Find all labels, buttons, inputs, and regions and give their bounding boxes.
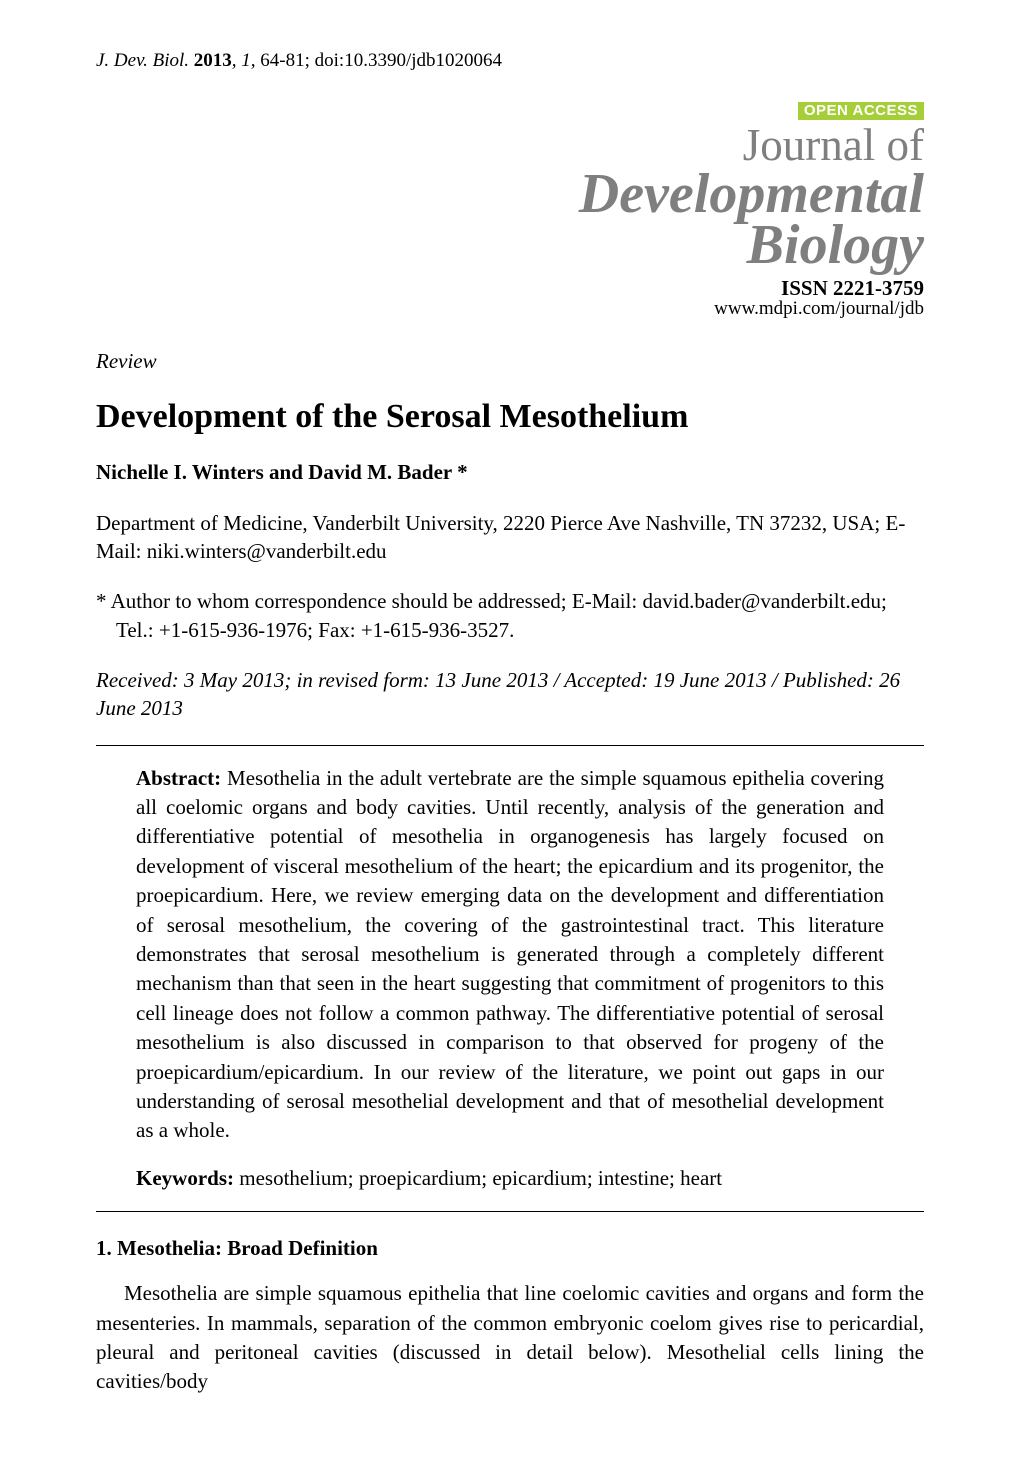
journal-abbrev: J. Dev. Biol. bbox=[96, 50, 189, 71]
pub-year: 2013 bbox=[194, 50, 232, 71]
semicolon: ; bbox=[305, 50, 315, 71]
doi: 10.3390/jdb1020064 bbox=[344, 50, 502, 71]
keywords-head: Keywords: bbox=[136, 1166, 234, 1190]
masthead-issn: ISSN 2221-3759 bbox=[96, 277, 924, 299]
article-type: Review bbox=[96, 349, 924, 374]
section-1-para-1: Mesothelia are simple squamous epithelia… bbox=[96, 1279, 924, 1397]
comma-1: , bbox=[232, 50, 242, 71]
open-access-row: OPEN ACCESS bbox=[96, 102, 924, 120]
section-1-heading: 1. Mesothelia: Broad Definition bbox=[96, 1236, 924, 1261]
masthead-journal-of: Journal of bbox=[96, 122, 924, 169]
article-authors: Nichelle I. Winters and David M. Bader * bbox=[96, 460, 924, 485]
masthead-url: www.mdpi.com/journal/jdb bbox=[96, 299, 924, 319]
running-head: J. Dev. Biol. 2013, 1, 64-81; doi:10.339… bbox=[96, 50, 924, 72]
volume: 1 bbox=[241, 50, 251, 71]
abstract-text: Mesothelia in the adult vertebrate are t… bbox=[136, 766, 884, 1143]
journal-masthead: OPEN ACCESS Journal of Developmental Bio… bbox=[96, 102, 924, 319]
article-dates: Received: 3 May 2013; in revised form: 1… bbox=[96, 666, 924, 723]
abstract-block: Abstract: Mesothelia in the adult verteb… bbox=[136, 764, 884, 1193]
rule-top bbox=[96, 745, 924, 746]
page: J. Dev. Biol. 2013, 1, 64-81; doi:10.339… bbox=[0, 0, 1020, 1457]
masthead-line2: Biology bbox=[96, 216, 924, 275]
article-title: Development of the Serosal Mesothelium bbox=[96, 398, 924, 436]
keywords-text: mesothelium; proepicardium; epicardium; … bbox=[239, 1166, 722, 1190]
comma-2: , bbox=[251, 50, 261, 71]
rule-bottom bbox=[96, 1211, 924, 1212]
affiliation: Department of Medicine, Vanderbilt Unive… bbox=[96, 509, 924, 566]
correspondence: * Author to whom correspondence should b… bbox=[96, 587, 924, 644]
doi-prefix: doi: bbox=[315, 50, 345, 71]
abstract-head: Abstract: bbox=[136, 766, 221, 790]
open-access-badge: OPEN ACCESS bbox=[798, 102, 924, 120]
pages: 64-81 bbox=[260, 50, 304, 71]
